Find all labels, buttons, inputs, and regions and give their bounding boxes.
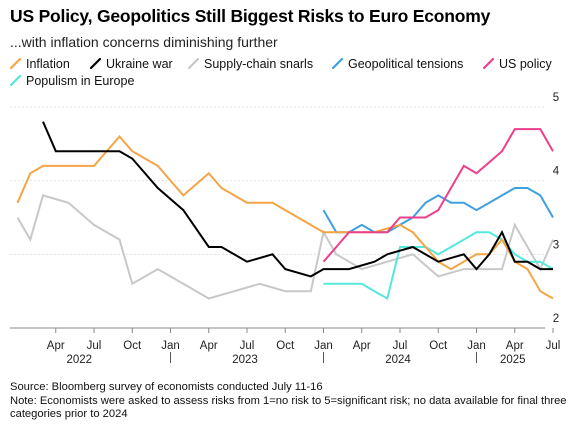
- y-tick-label-3: 3: [553, 239, 559, 251]
- x-tick-label-2024-04: Apr: [353, 340, 371, 352]
- legend-swatch-populism: [10, 75, 21, 86]
- year-label-2023: 2023: [232, 354, 258, 366]
- series-line-us-policy: [322, 128, 554, 263]
- legend-swatch-supply-chain: [188, 58, 199, 69]
- chart-subtitle: ...with inflation concerns diminishing f…: [10, 34, 278, 50]
- legend-slash-geopolitical: [332, 58, 343, 69]
- series-line-supply-chain-snarls: [16, 194, 554, 300]
- legend-item-us-policy: US policy: [483, 57, 552, 71]
- x-tick-label-2023-04: Apr: [200, 340, 218, 352]
- legend-item-inflation: Inflation: [10, 57, 70, 71]
- series-line-populism-in-europe: [323, 231, 554, 301]
- legend-label-populism: Populism in Europe: [26, 74, 135, 88]
- legend-label-ukraine-war: Ukraine war: [106, 57, 173, 71]
- legend-slash-populism: [10, 75, 21, 86]
- x-tick-label-2023-01: Jan: [161, 340, 180, 352]
- legend-slash-inflation: [10, 58, 21, 69]
- x-tick-label-2025-01: Jan: [467, 340, 486, 352]
- legend-slash-us-policy: [483, 58, 494, 69]
- x-tick-label-2023-10: Oct: [276, 340, 295, 352]
- legend-swatch-ukraine-war: [90, 58, 101, 69]
- legend-label-us-policy: US policy: [499, 57, 552, 71]
- legend-slash-supply-chain: [188, 58, 199, 69]
- legend-label-inflation: Inflation: [26, 57, 70, 71]
- source-note: Source: Bloomberg survey of economists c…: [10, 381, 323, 393]
- x-tick-label-2024-07: Jul: [393, 340, 408, 352]
- legend-swatch-geopolitical: [332, 58, 343, 69]
- legend-item-geopolitical: Geopolitical tensions: [332, 57, 463, 71]
- x-tick-label-2022-04: Apr: [47, 340, 65, 352]
- chart-title: US Policy, Geopolitics Still Biggest Ris…: [10, 6, 491, 26]
- methodology-note: Note: Economists were asked to assess ri…: [10, 394, 567, 421]
- series-line-inflation: [16, 134, 554, 300]
- y-tick-label-5: 5: [553, 92, 559, 104]
- legend-item-ukraine-war: Ukraine war: [90, 57, 173, 71]
- x-tick-label-2023-07: Jul: [240, 340, 255, 352]
- x-tick-label-2022-07: Jul: [87, 340, 102, 352]
- x-tick-label-2024-10: Oct: [429, 340, 448, 352]
- series-line-ukraine-war: [42, 121, 553, 278]
- year-label-2024: 2024: [385, 354, 411, 366]
- x-tick-label-2025-04: Apr: [506, 340, 524, 352]
- legend-item-supply-chain: Supply-chain snarls: [188, 57, 313, 71]
- legend-slash-ukraine-war: [90, 58, 101, 69]
- y-tick-label-4: 4: [553, 166, 560, 178]
- series-line-geopolitical-tensions: [322, 187, 554, 234]
- year-label-2025: 2025: [500, 354, 526, 366]
- chart-footer: Source: Bloomberg survey of economists c…: [10, 381, 580, 422]
- x-tick-label-2024-01: Jan: [314, 340, 333, 352]
- year-label-2022: 2022: [66, 354, 92, 366]
- legend-label-geopolitical: Geopolitical tensions: [348, 57, 464, 71]
- legend-swatch-us-policy: [483, 58, 494, 69]
- legend-item-populism: Populism in Europe: [10, 74, 134, 88]
- legend-label-supply-chain: Supply-chain snarls: [204, 57, 314, 71]
- legend-swatch-inflation: [10, 58, 21, 69]
- y-tick-label-2: 2: [553, 313, 559, 325]
- x-tick-label-2022-10: Oct: [123, 340, 142, 352]
- x-tick-label-2025-07: Jul: [546, 340, 561, 352]
